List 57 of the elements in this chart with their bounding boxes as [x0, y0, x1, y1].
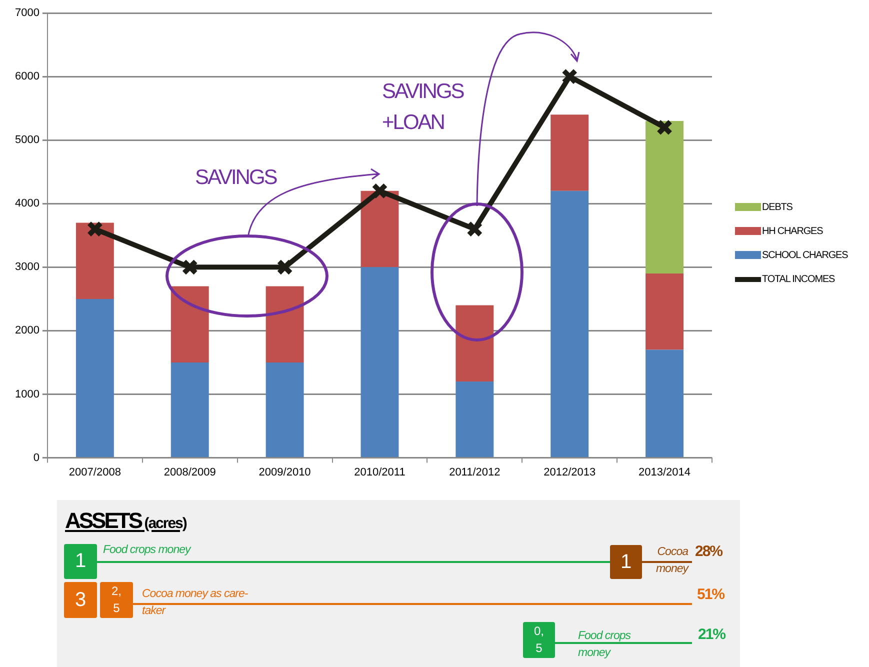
text: 21%: [698, 626, 726, 643]
legend-label: TOTAL INCOMES: [762, 274, 835, 284]
bar: [456, 305, 494, 382]
point: [466, 220, 483, 238]
bar: [360, 190, 399, 268]
bar: [646, 350, 684, 458]
legend-label: SCHOOL CHARGES: [762, 250, 848, 260]
point: [561, 68, 578, 85]
x-tick-label: 2009/2010: [258, 466, 311, 478]
tile: 1: [64, 544, 97, 579]
bar: [76, 222, 114, 299]
legend-label: DEBTS: [762, 202, 792, 212]
x-tick-label: 2011/2012: [449, 466, 500, 478]
bar: [646, 121, 684, 274]
tile: 3: [64, 582, 97, 618]
text: Cocoa money: [654, 545, 688, 577]
bar: [360, 267, 399, 458]
bar: [76, 298, 114, 458]
point: [656, 119, 673, 136]
y-tick-label: 5000: [14, 134, 40, 146]
y-tick-label: 4000: [14, 198, 40, 210]
x-tick-label: 2010/2011: [354, 466, 406, 478]
tile: 0,5: [523, 622, 555, 658]
y-tick-label: 1000: [14, 388, 40, 400]
x-tick-label: 2012/2013: [544, 466, 596, 478]
point: [86, 220, 104, 238]
tile: 1: [610, 545, 642, 579]
point: [276, 259, 293, 276]
bar: [550, 114, 589, 191]
text: Food crops money: [578, 629, 632, 661]
annotation: SAVINGS +LOAN: [382, 79, 465, 136]
text: Cocoa money as care-taker: [142, 587, 249, 619]
y-tick-label: 3000: [14, 261, 40, 274]
point: [182, 259, 198, 276]
bar: [550, 190, 589, 458]
x-tick-label: 2007/2008: [68, 466, 121, 478]
bar: [170, 362, 209, 458]
y-tick-label: 6000: [14, 70, 40, 83]
annotation: SAVINGS: [195, 165, 278, 191]
text: (acres): [143, 515, 186, 532]
text: ASSETS: [65, 508, 142, 533]
text: 28%: [695, 543, 722, 560]
text: Food crops money: [103, 543, 190, 558]
bar: [170, 286, 209, 362]
bar: [266, 362, 304, 458]
tile: 2,5: [100, 582, 133, 618]
bar: [266, 286, 304, 362]
x-tick-label: 2008/2009: [164, 466, 216, 478]
bar: [456, 382, 494, 458]
text: 51%: [697, 586, 724, 603]
point: [372, 182, 388, 200]
y-tick-label: 0: [33, 452, 40, 464]
x-tick-label: 2013/2014: [638, 466, 691, 478]
bar: [646, 274, 684, 350]
y-tick-label: 2000: [14, 324, 40, 337]
legend-label: HH CHARGES: [762, 226, 823, 236]
y-tick-label: 7000: [14, 7, 40, 20]
